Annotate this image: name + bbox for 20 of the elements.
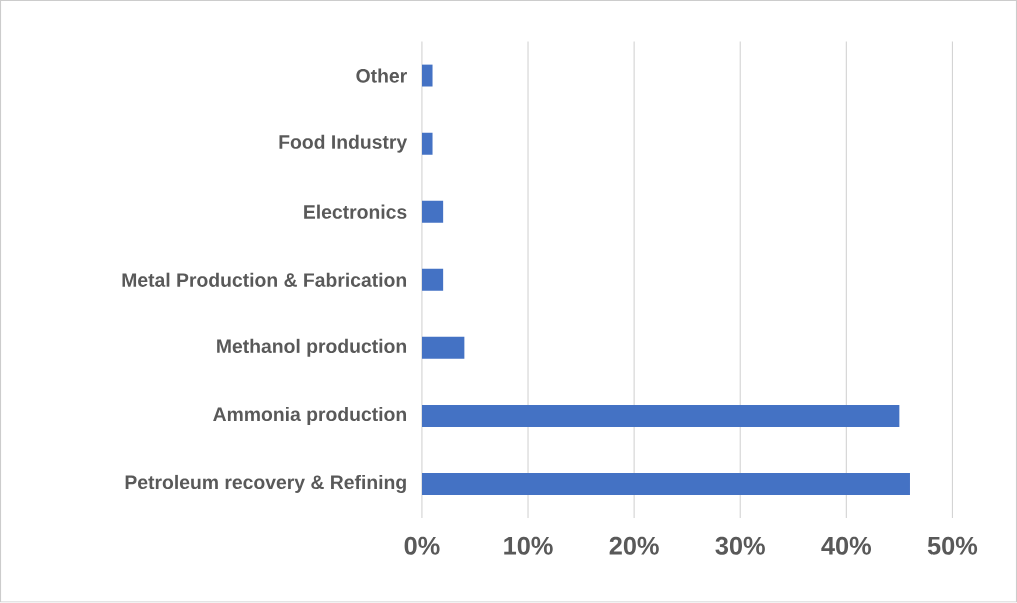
x-tick-label: 50% — [927, 536, 978, 555]
x-tick-label: 40% — [821, 536, 872, 555]
bar — [421, 132, 433, 155]
bar — [421, 337, 465, 360]
y-tick-label: Food Industry — [279, 134, 408, 153]
y-tick-label: Petroleum recovery & Refining — [125, 475, 406, 494]
x-tick-label: 0% — [404, 536, 440, 555]
x-tick-label: 10% — [504, 536, 553, 555]
y-tick-label: Electronics — [304, 204, 407, 220]
y-tick-label: Metal Production & Fabrication — [122, 272, 407, 288]
bar — [421, 268, 444, 291]
y-tick-label: Methanol production — [217, 339, 407, 358]
bar — [421, 64, 433, 87]
y-tick-label: Other — [356, 68, 407, 83]
y-tick-label: Ammonia production — [213, 407, 406, 426]
x-tick-label: 20% — [609, 536, 659, 555]
bar — [421, 473, 910, 496]
bar — [421, 405, 900, 428]
bar — [421, 200, 444, 223]
x-tick-label: 30% — [715, 536, 765, 555]
